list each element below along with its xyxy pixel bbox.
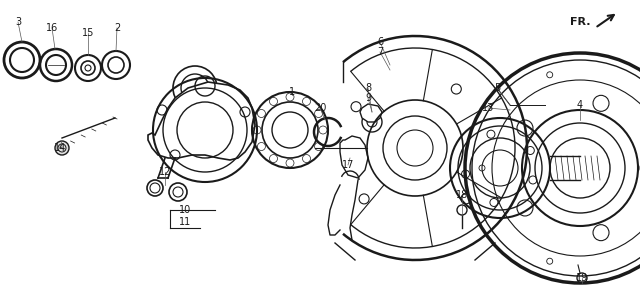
Text: 3: 3 — [15, 17, 21, 27]
Text: 8: 8 — [365, 83, 371, 93]
Text: 7: 7 — [377, 47, 383, 57]
Text: 1: 1 — [289, 87, 295, 97]
Text: 9: 9 — [365, 93, 371, 103]
Text: 15: 15 — [82, 28, 94, 38]
Polygon shape — [360, 104, 382, 122]
Text: 10: 10 — [179, 205, 191, 215]
Text: 18: 18 — [456, 190, 468, 200]
Text: 6: 6 — [377, 37, 383, 47]
Text: 2: 2 — [114, 23, 120, 33]
Text: 4: 4 — [577, 100, 583, 110]
Text: 11: 11 — [179, 217, 191, 227]
Text: FR.: FR. — [570, 17, 591, 27]
Polygon shape — [148, 82, 255, 160]
Text: 20: 20 — [314, 103, 326, 113]
Text: 14: 14 — [54, 143, 66, 153]
Text: 12: 12 — [159, 167, 171, 177]
Text: 5: 5 — [494, 83, 500, 93]
Text: 17: 17 — [342, 160, 354, 170]
Text: 16: 16 — [46, 23, 58, 33]
Text: 13: 13 — [482, 103, 494, 113]
Polygon shape — [340, 136, 368, 178]
Circle shape — [55, 141, 69, 155]
Text: 19: 19 — [576, 273, 588, 283]
